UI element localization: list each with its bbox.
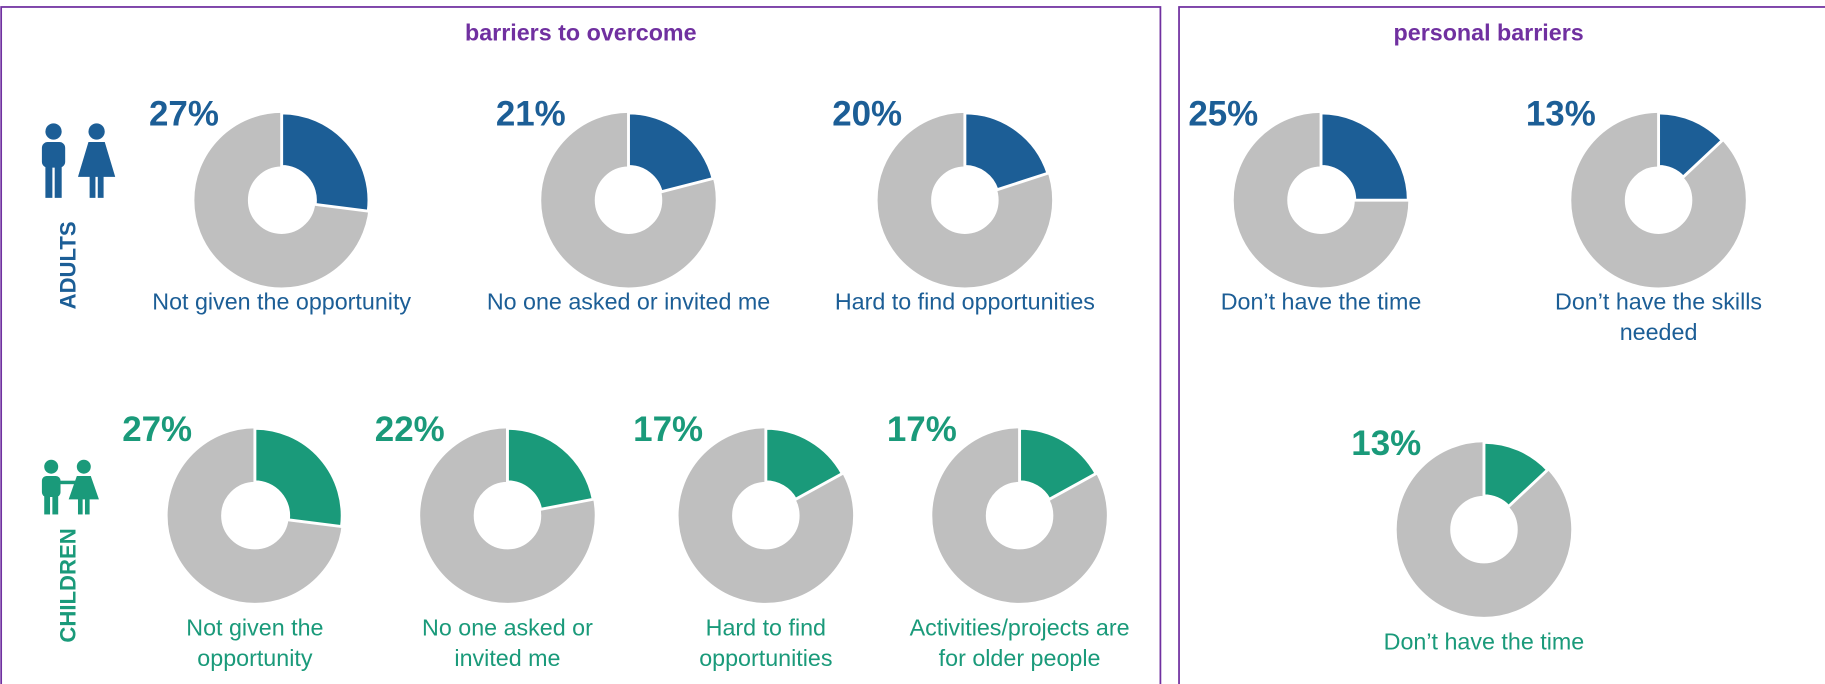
donut-segment: [1018, 426, 1099, 502]
value-label: 17%: [886, 410, 957, 450]
donut-caption: Don’t have the time: [1383, 629, 1585, 656]
donut-segment: [764, 426, 845, 502]
donut-segment: [1657, 111, 1725, 180]
donut-caption: Hard to find opportunities: [834, 289, 1095, 316]
value-label: 27%: [122, 410, 193, 450]
donut-segment: [253, 426, 344, 529]
donut-caption: Not given the opportunity: [186, 615, 324, 672]
donut-caption: Don’t have the skills needed: [1555, 289, 1763, 346]
donut-caption: No one asked or invited me: [422, 615, 593, 672]
value-label: 13%: [1525, 95, 1596, 134]
value-label: 13%: [1351, 424, 1422, 464]
donut-segment: [1482, 440, 1550, 509]
panel-title: barriers to overcome: [464, 20, 697, 47]
donut-caption: Not given the opportunity: [152, 289, 412, 316]
donut-caption: Don’t have the time: [1220, 289, 1422, 316]
donut-segment: [963, 111, 1050, 192]
donut-caption: No one asked or invited me: [486, 289, 771, 316]
children-icon: [41, 459, 99, 515]
panel-title: personal barriers: [1393, 20, 1584, 47]
panel-frame: [1178, 6, 1825, 684]
row-label: ADULTS: [57, 221, 82, 310]
value-label: 20%: [832, 95, 903, 134]
value-label: 21%: [495, 95, 566, 134]
donut-segment: [506, 426, 595, 511]
adults-icon: [41, 123, 116, 198]
donut-segment: [627, 111, 715, 194]
donut-caption: Activities/projects are for older people: [909, 615, 1130, 672]
row-label: CHILDREN: [57, 528, 82, 643]
panel-frame: [0, 6, 1162, 684]
value-label: 25%: [1188, 95, 1259, 134]
donut-caption: Hard to find opportunities: [699, 615, 833, 672]
value-label: 27%: [148, 95, 219, 134]
donut-segment: [1319, 111, 1410, 202]
value-label: 17%: [633, 410, 704, 450]
donut-segment: [280, 111, 371, 213]
value-label: 22%: [374, 410, 445, 450]
